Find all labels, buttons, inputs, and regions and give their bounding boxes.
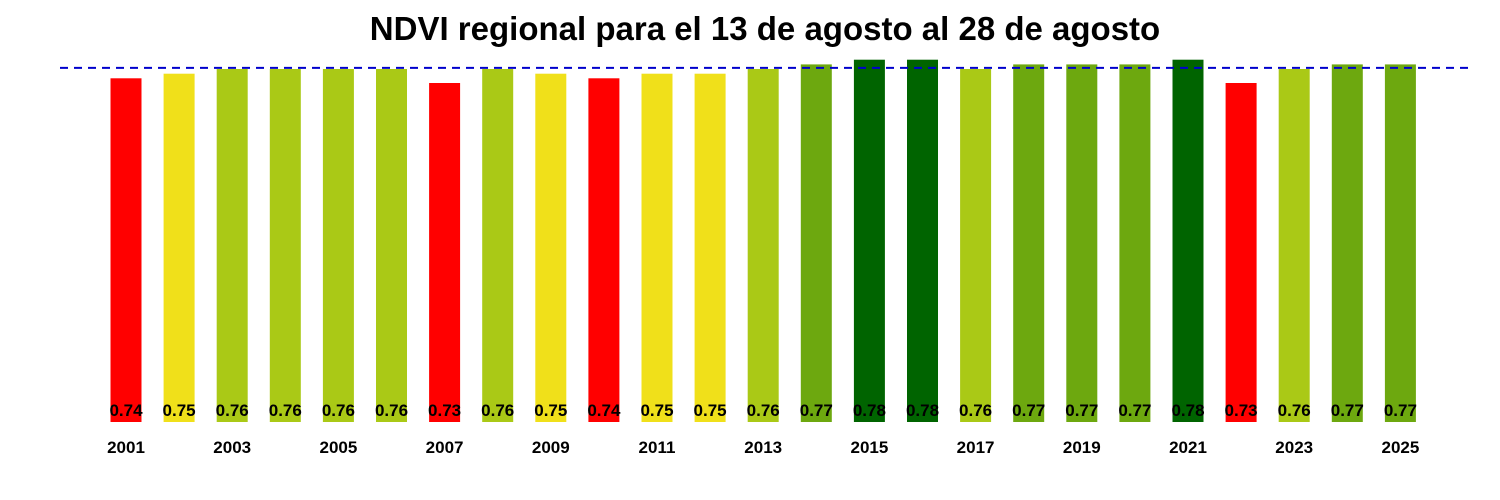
value-label-2005: 0.76: [322, 401, 355, 420]
bar-2014: [800, 64, 832, 423]
x-tick-label-2017: 2017: [957, 438, 995, 457]
bar-2025: [1384, 64, 1416, 423]
x-tick-label-2023: 2023: [1275, 438, 1313, 457]
value-label-2023: 0.76: [1278, 401, 1311, 420]
bar-2003: [216, 69, 248, 422]
bar-2012: [694, 73, 726, 422]
value-label-2017: 0.76: [959, 401, 992, 420]
value-label-2013: 0.76: [747, 401, 780, 420]
value-label-2022: 0.73: [1225, 401, 1258, 420]
chart-title: NDVI regional para el 13 de agosto al 28…: [369, 10, 1161, 47]
bar-2019: [1066, 64, 1098, 423]
bar-2023: [1278, 69, 1310, 422]
value-label-2012: 0.75: [694, 401, 727, 420]
x-tick-label-2003: 2003: [213, 438, 251, 457]
bar-2024: [1331, 64, 1363, 423]
value-label-2015: 0.78: [853, 401, 886, 420]
value-label-2024: 0.77: [1331, 401, 1364, 420]
value-label-2007: 0.73: [428, 401, 461, 420]
value-label-2025: 0.77: [1384, 401, 1417, 420]
bar-2022: [1225, 83, 1257, 422]
x-tick-label-2009: 2009: [532, 438, 570, 457]
bar-2004: [269, 69, 301, 422]
value-label-2010: 0.74: [587, 401, 621, 420]
value-label-2009: 0.75: [534, 401, 567, 420]
bar-2020: [1119, 64, 1151, 423]
x-tick-label-2021: 2021: [1169, 438, 1207, 457]
bar-2008: [482, 69, 514, 422]
value-label-2021: 0.78: [1171, 401, 1204, 420]
x-tick-label-2025: 2025: [1381, 438, 1419, 457]
value-label-2018: 0.77: [1012, 401, 1045, 420]
x-tick-label-2015: 2015: [850, 438, 888, 457]
x-tick-label-2001: 2001: [107, 438, 145, 457]
bar-2017: [960, 69, 992, 422]
x-tick-label-2013: 2013: [744, 438, 782, 457]
x-tick-label-2005: 2005: [319, 438, 357, 457]
value-label-2006: 0.76: [375, 401, 408, 420]
bar-2009: [535, 73, 567, 422]
value-label-2008: 0.76: [481, 401, 514, 420]
bar-2007: [429, 83, 461, 422]
bar-2013: [747, 69, 779, 422]
x-tick-label-2011: 2011: [639, 438, 676, 457]
value-label-2004: 0.76: [269, 401, 302, 420]
value-label-2011: 0.75: [640, 401, 673, 420]
bar-2011: [641, 73, 673, 422]
bar-2015: [853, 59, 885, 422]
value-label-2003: 0.76: [216, 401, 249, 420]
bar-2010: [588, 78, 620, 423]
x-tick-labels-group: 2001 2003 2005 2007 2009 2011 2013 2015 2017 2019…: [107, 438, 1419, 457]
x-tick-label-2019: 2019: [1063, 438, 1101, 457]
value-labels-group: 0.74 0.75 0.76 0.76 0.76 0.76 0.73 0.76 0.75 0.74…: [109, 401, 1416, 420]
bars-group: [110, 59, 1416, 423]
value-label-2014: 0.77: [800, 401, 833, 420]
value-label-2016: 0.78: [906, 401, 939, 420]
value-label-2019: 0.77: [1065, 401, 1098, 420]
x-tick-label-2007: 2007: [426, 438, 464, 457]
bar-2021: [1172, 59, 1204, 422]
bar-2018: [1013, 64, 1045, 423]
value-label-2001: 0.74: [109, 401, 143, 420]
bar-2016: [907, 59, 938, 422]
value-label-2020: 0.77: [1118, 401, 1151, 420]
value-label-2002: 0.75: [163, 401, 196, 420]
bar-2006: [376, 69, 407, 422]
bar-2002: [163, 73, 195, 422]
bar-2005: [322, 69, 354, 422]
bar-2001: [110, 78, 142, 423]
